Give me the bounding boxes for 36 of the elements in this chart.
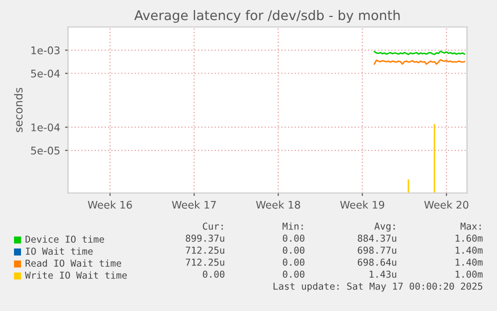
text: 0.00 — [282, 246, 304, 254]
x-tick-label: Week 19 — [340, 200, 384, 209]
legend-label: Write IO Wait time — [25, 271, 127, 279]
y-axis-title: seconds — [14, 88, 23, 132]
text: Cur: — [202, 222, 223, 230]
text: Min: — [282, 222, 303, 230]
text: 698.77u — [358, 246, 396, 254]
text: 1.40m — [456, 246, 483, 254]
text: Last update: Sat May 17 00:00:20 2025 — [274, 282, 482, 292]
y-tick-label: 5e-05 — [31, 146, 60, 155]
text: Avg: — [374, 222, 395, 232]
text: 712.25u — [186, 258, 224, 266]
text: 1.60m — [456, 234, 483, 242]
text: 899.37u — [186, 234, 224, 242]
legend-label: Device IO time — [26, 235, 104, 243]
text: 0.00 — [282, 234, 304, 242]
x-tick-label: Week 16 — [88, 200, 132, 209]
text: 0.00 — [282, 258, 304, 266]
chart-title: Average latency for /dev/sdb - by month — [134, 10, 400, 23]
text: 712.25u — [186, 246, 224, 254]
legend-label: Read IO Wait time — [26, 259, 122, 267]
y-tick-label: 5e-04 — [31, 70, 60, 78]
x-tick-label: Week 20 — [424, 200, 468, 209]
text: 0.00 — [202, 270, 224, 278]
legend-label: IO Wait time — [26, 247, 93, 255]
x-tick-label: Week 17 — [172, 200, 216, 209]
y-tick-label: 1e-03 — [31, 46, 60, 54]
y-tick-label: 1e-04 — [31, 123, 60, 132]
text: Max: — [460, 222, 481, 230]
text: 1.40m — [456, 258, 483, 266]
text: 698.64u — [358, 258, 396, 266]
text: 0.00 — [282, 270, 304, 278]
x-tick-label: Week 18 — [256, 200, 300, 209]
text: 1.00m — [456, 270, 483, 278]
text: 1.43u — [370, 270, 396, 278]
text: 884.37u — [358, 234, 396, 242]
